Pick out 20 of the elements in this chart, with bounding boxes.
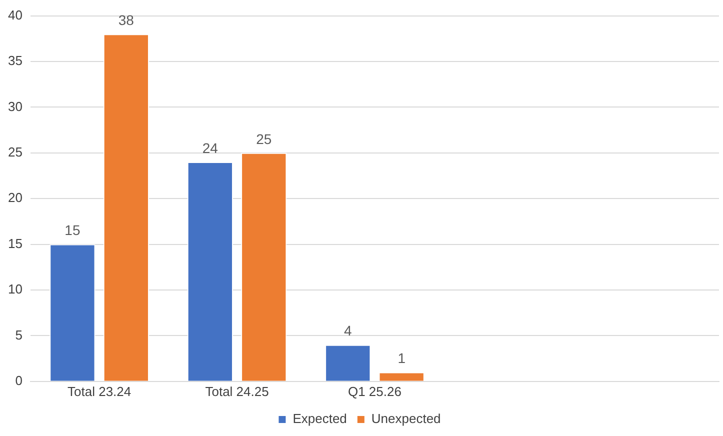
y-tick-label: 35 [8, 53, 22, 68]
x-tick-label: Total 24.25 [205, 384, 269, 399]
y-tick-label: 25 [8, 144, 22, 160]
data-label: 15 [64, 222, 80, 238]
y-tick-label: 40 [8, 7, 22, 22]
y-tick-label: 30 [8, 98, 22, 114]
legend-label: Expected [292, 411, 347, 426]
data-label: 4 [344, 322, 352, 339]
x-tick-label: Total 23.24 [68, 384, 132, 399]
legend-label: Unexpected [371, 411, 441, 426]
x-tick-label: Q1 25.26 [348, 384, 402, 399]
data-label: 24 [202, 140, 218, 156]
y-tick-label: 10 [8, 282, 22, 297]
data-label: 38 [118, 12, 134, 28]
y-tick-label: 20 [8, 190, 22, 206]
data-label: 25 [256, 130, 272, 147]
y-tick-label: 15 [8, 236, 22, 251]
data-label: 1 [398, 350, 406, 366]
y-tick-label: 5 [15, 327, 22, 342]
y-tick-label: 0 [15, 372, 22, 388]
